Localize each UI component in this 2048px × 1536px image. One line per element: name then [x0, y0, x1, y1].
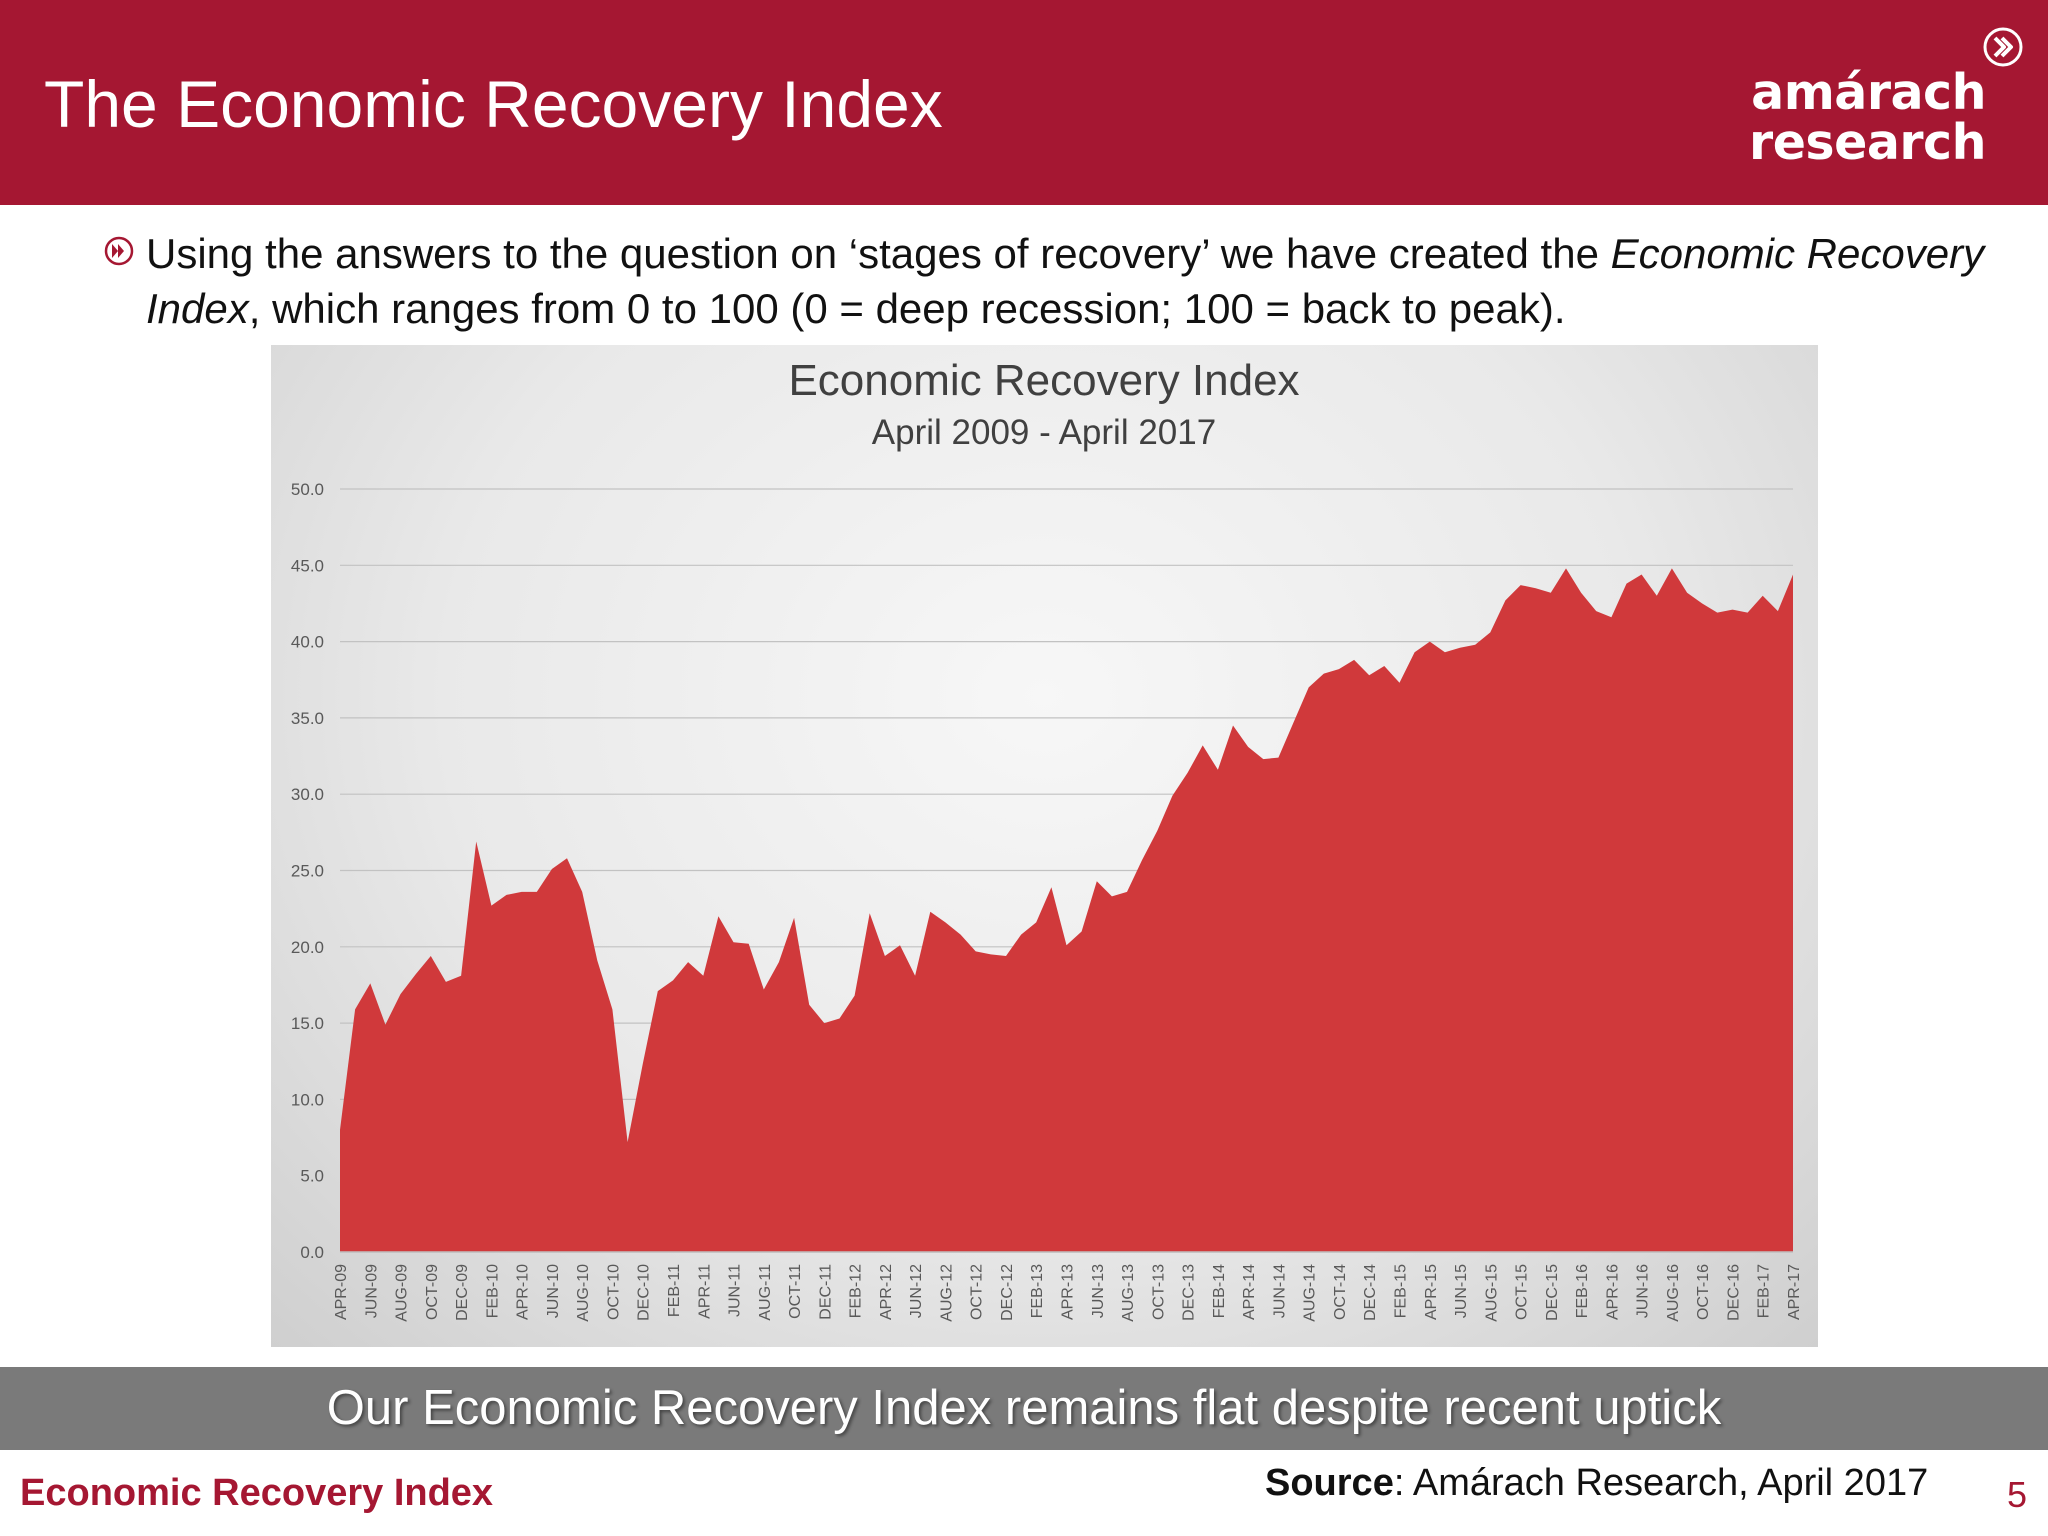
y-tick-label: 10.0: [291, 1090, 324, 1109]
recovery-index-chart: Economic Recovery Index April 2009 - Apri…: [291, 356, 1803, 1322]
x-tick-label: FEB-12: [848, 1264, 865, 1318]
x-tick-label: DEC-09: [454, 1264, 471, 1321]
source-text: : Amárach Research, April 2017: [1393, 1462, 1929, 1504]
logo-chevron-icon: [1983, 27, 2023, 67]
y-tick-label: 5.0: [300, 1167, 324, 1186]
x-tick-label: JUN-11: [727, 1264, 744, 1317]
x-tick-label: OCT-13: [1150, 1264, 1167, 1320]
x-tick-label: OCT-16: [1695, 1264, 1712, 1320]
x-tick-label: JUN-15: [1453, 1264, 1470, 1318]
x-tick-label: OCT-11: [787, 1264, 804, 1319]
x-tick-label: AUG-14: [1302, 1264, 1319, 1322]
x-tick-label: FEB-13: [1029, 1264, 1046, 1318]
x-tick-label: OCT-10: [605, 1264, 622, 1320]
intro-text-italic: Economic Recovery Index: [146, 230, 1985, 332]
x-tick-label: OCT-09: [424, 1264, 441, 1320]
intro-text-part1: Using the answers to the question on ‘st…: [146, 230, 1611, 277]
x-tick-label: APR-16: [1604, 1264, 1621, 1320]
x-tick-label: FEB-17: [1756, 1264, 1773, 1318]
logo-text-amarach: amárach: [1751, 64, 1986, 121]
x-tick-label: APR-14: [1241, 1264, 1258, 1320]
x-tick-label: DEC-13: [1181, 1264, 1198, 1321]
intro-text: Using the answers to the question on ‘st…: [146, 226, 2006, 336]
x-tick-label: JUN-12: [908, 1264, 925, 1318]
x-tick-label: AUG-09: [394, 1264, 411, 1322]
x-tick-label: APR-13: [1060, 1264, 1077, 1320]
x-tick-label: AUG-15: [1483, 1264, 1500, 1322]
x-tick-label: APR-15: [1423, 1264, 1440, 1320]
chart-panel: Economic Recovery Index April 2009 - Apri…: [271, 345, 1818, 1347]
chart-subtitle: April 2009 - April 2017: [872, 413, 1216, 452]
x-tick-label: DEC-16: [1725, 1264, 1742, 1321]
page-number: 5: [2007, 1474, 2028, 1515]
x-tick-label: OCT-12: [969, 1264, 986, 1320]
x-tick-label: DEC-12: [999, 1264, 1016, 1321]
chart-title: Economic Recovery Index: [788, 356, 1299, 405]
x-tick-label: APR-10: [515, 1264, 532, 1320]
y-tick-label: 15.0: [291, 1014, 324, 1033]
intro-text-part2: , which ranges from 0 to 100 (0 = deep r…: [248, 285, 1566, 332]
x-tick-label: DEC-15: [1544, 1264, 1561, 1321]
y-tick-label: 20.0: [291, 938, 324, 957]
header-bar: The Economic Recovery Index amárach rese…: [0, 0, 2048, 205]
x-tick-label: FEB-11: [666, 1264, 683, 1317]
slide-title: The Economic Recovery Index: [44, 67, 943, 141]
x-tick-label: AUG-16: [1665, 1264, 1682, 1322]
x-tick-label: APR-11: [696, 1264, 713, 1319]
x-tick-label: DEC-11: [817, 1264, 834, 1320]
x-tick-label: JUN-10: [545, 1264, 562, 1318]
x-tick-label: FEB-10: [484, 1264, 501, 1318]
summary-banner-text: Our Economic Recovery Index remains flat…: [326, 1381, 1722, 1435]
source-label: Source: [1265, 1462, 1394, 1504]
x-tick-label: JUN-14: [1271, 1264, 1288, 1318]
source-note: Source: Amárach Research, April 2017: [1265, 1462, 1928, 1505]
y-tick-label: 50.0: [291, 480, 324, 499]
area-series: [340, 568, 1793, 1252]
x-tick-label: AUG-13: [1120, 1264, 1137, 1322]
x-tick-label: APR-17: [1786, 1264, 1803, 1320]
x-tick-label: JUN-13: [1090, 1264, 1107, 1318]
y-tick-label: 45.0: [291, 556, 324, 575]
x-tick-label: APR-09: [333, 1264, 350, 1320]
x-tick-label: DEC-10: [636, 1264, 653, 1321]
logo-text-research: research: [1749, 114, 1986, 171]
x-tick-label: JUN-16: [1635, 1264, 1652, 1318]
x-tick-label: DEC-14: [1362, 1264, 1379, 1321]
x-tick-label: AUG-10: [575, 1264, 592, 1322]
x-tick-label: OCT-14: [1332, 1264, 1349, 1320]
amarach-logo: amárach research: [1740, 24, 2030, 184]
footer-title: Economic Recovery Index: [20, 1472, 494, 1514]
y-tick-label: 35.0: [291, 709, 324, 728]
y-tick-label: 0.0: [300, 1243, 324, 1262]
y-tick-label: 25.0: [291, 862, 324, 881]
x-tick-label: FEB-14: [1211, 1264, 1228, 1318]
x-tick-label: AUG-11: [757, 1264, 774, 1321]
bullet-chevron-icon: [104, 236, 134, 266]
x-tick-label: OCT-15: [1514, 1264, 1531, 1320]
x-tick-label: FEB-16: [1574, 1264, 1591, 1318]
x-tick-label: FEB-15: [1392, 1264, 1409, 1318]
x-tick-label: JUN-09: [363, 1264, 380, 1318]
y-tick-label: 30.0: [291, 785, 324, 804]
x-tick-label: APR-12: [878, 1264, 895, 1320]
x-tick-label: AUG-12: [938, 1264, 955, 1322]
y-tick-label: 40.0: [291, 633, 324, 652]
summary-banner: Our Economic Recovery Index remains flat…: [0, 1367, 2048, 1450]
